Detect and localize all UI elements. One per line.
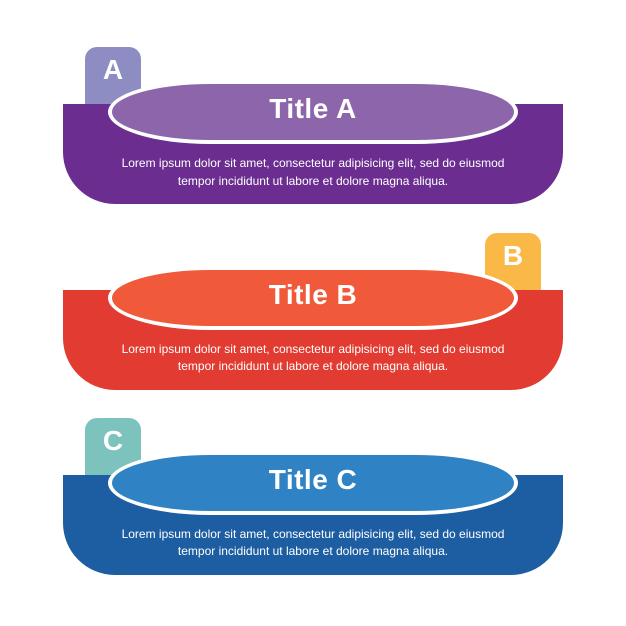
body-text: Lorem ipsum dolor sit amet, consectetur …: [108, 526, 518, 561]
infographic-item-c: C Lorem ipsum dolor sit amet, consectetu…: [63, 421, 563, 576]
infographic-item-a: A Lorem ipsum dolor sit amet, consectetu…: [63, 50, 563, 205]
infographic-item-b: B Lorem ipsum dolor sit amet, consectetu…: [63, 236, 563, 391]
tab-letter: B: [503, 240, 523, 272]
title-lens-b: Title B: [108, 266, 518, 330]
item-title: Title A: [269, 93, 357, 125]
infographic-container: A Lorem ipsum dolor sit amet, consectetu…: [0, 0, 626, 626]
title-lens-a: Title A: [108, 80, 518, 144]
tab-letter: C: [103, 425, 123, 457]
body-text: Lorem ipsum dolor sit amet, consectetur …: [108, 341, 518, 376]
item-title: Title B: [269, 279, 358, 311]
title-lens-c: Title C: [108, 451, 518, 515]
body-text: Lorem ipsum dolor sit amet, consectetur …: [108, 155, 518, 190]
tab-letter: A: [103, 54, 123, 86]
item-title: Title C: [269, 464, 358, 496]
